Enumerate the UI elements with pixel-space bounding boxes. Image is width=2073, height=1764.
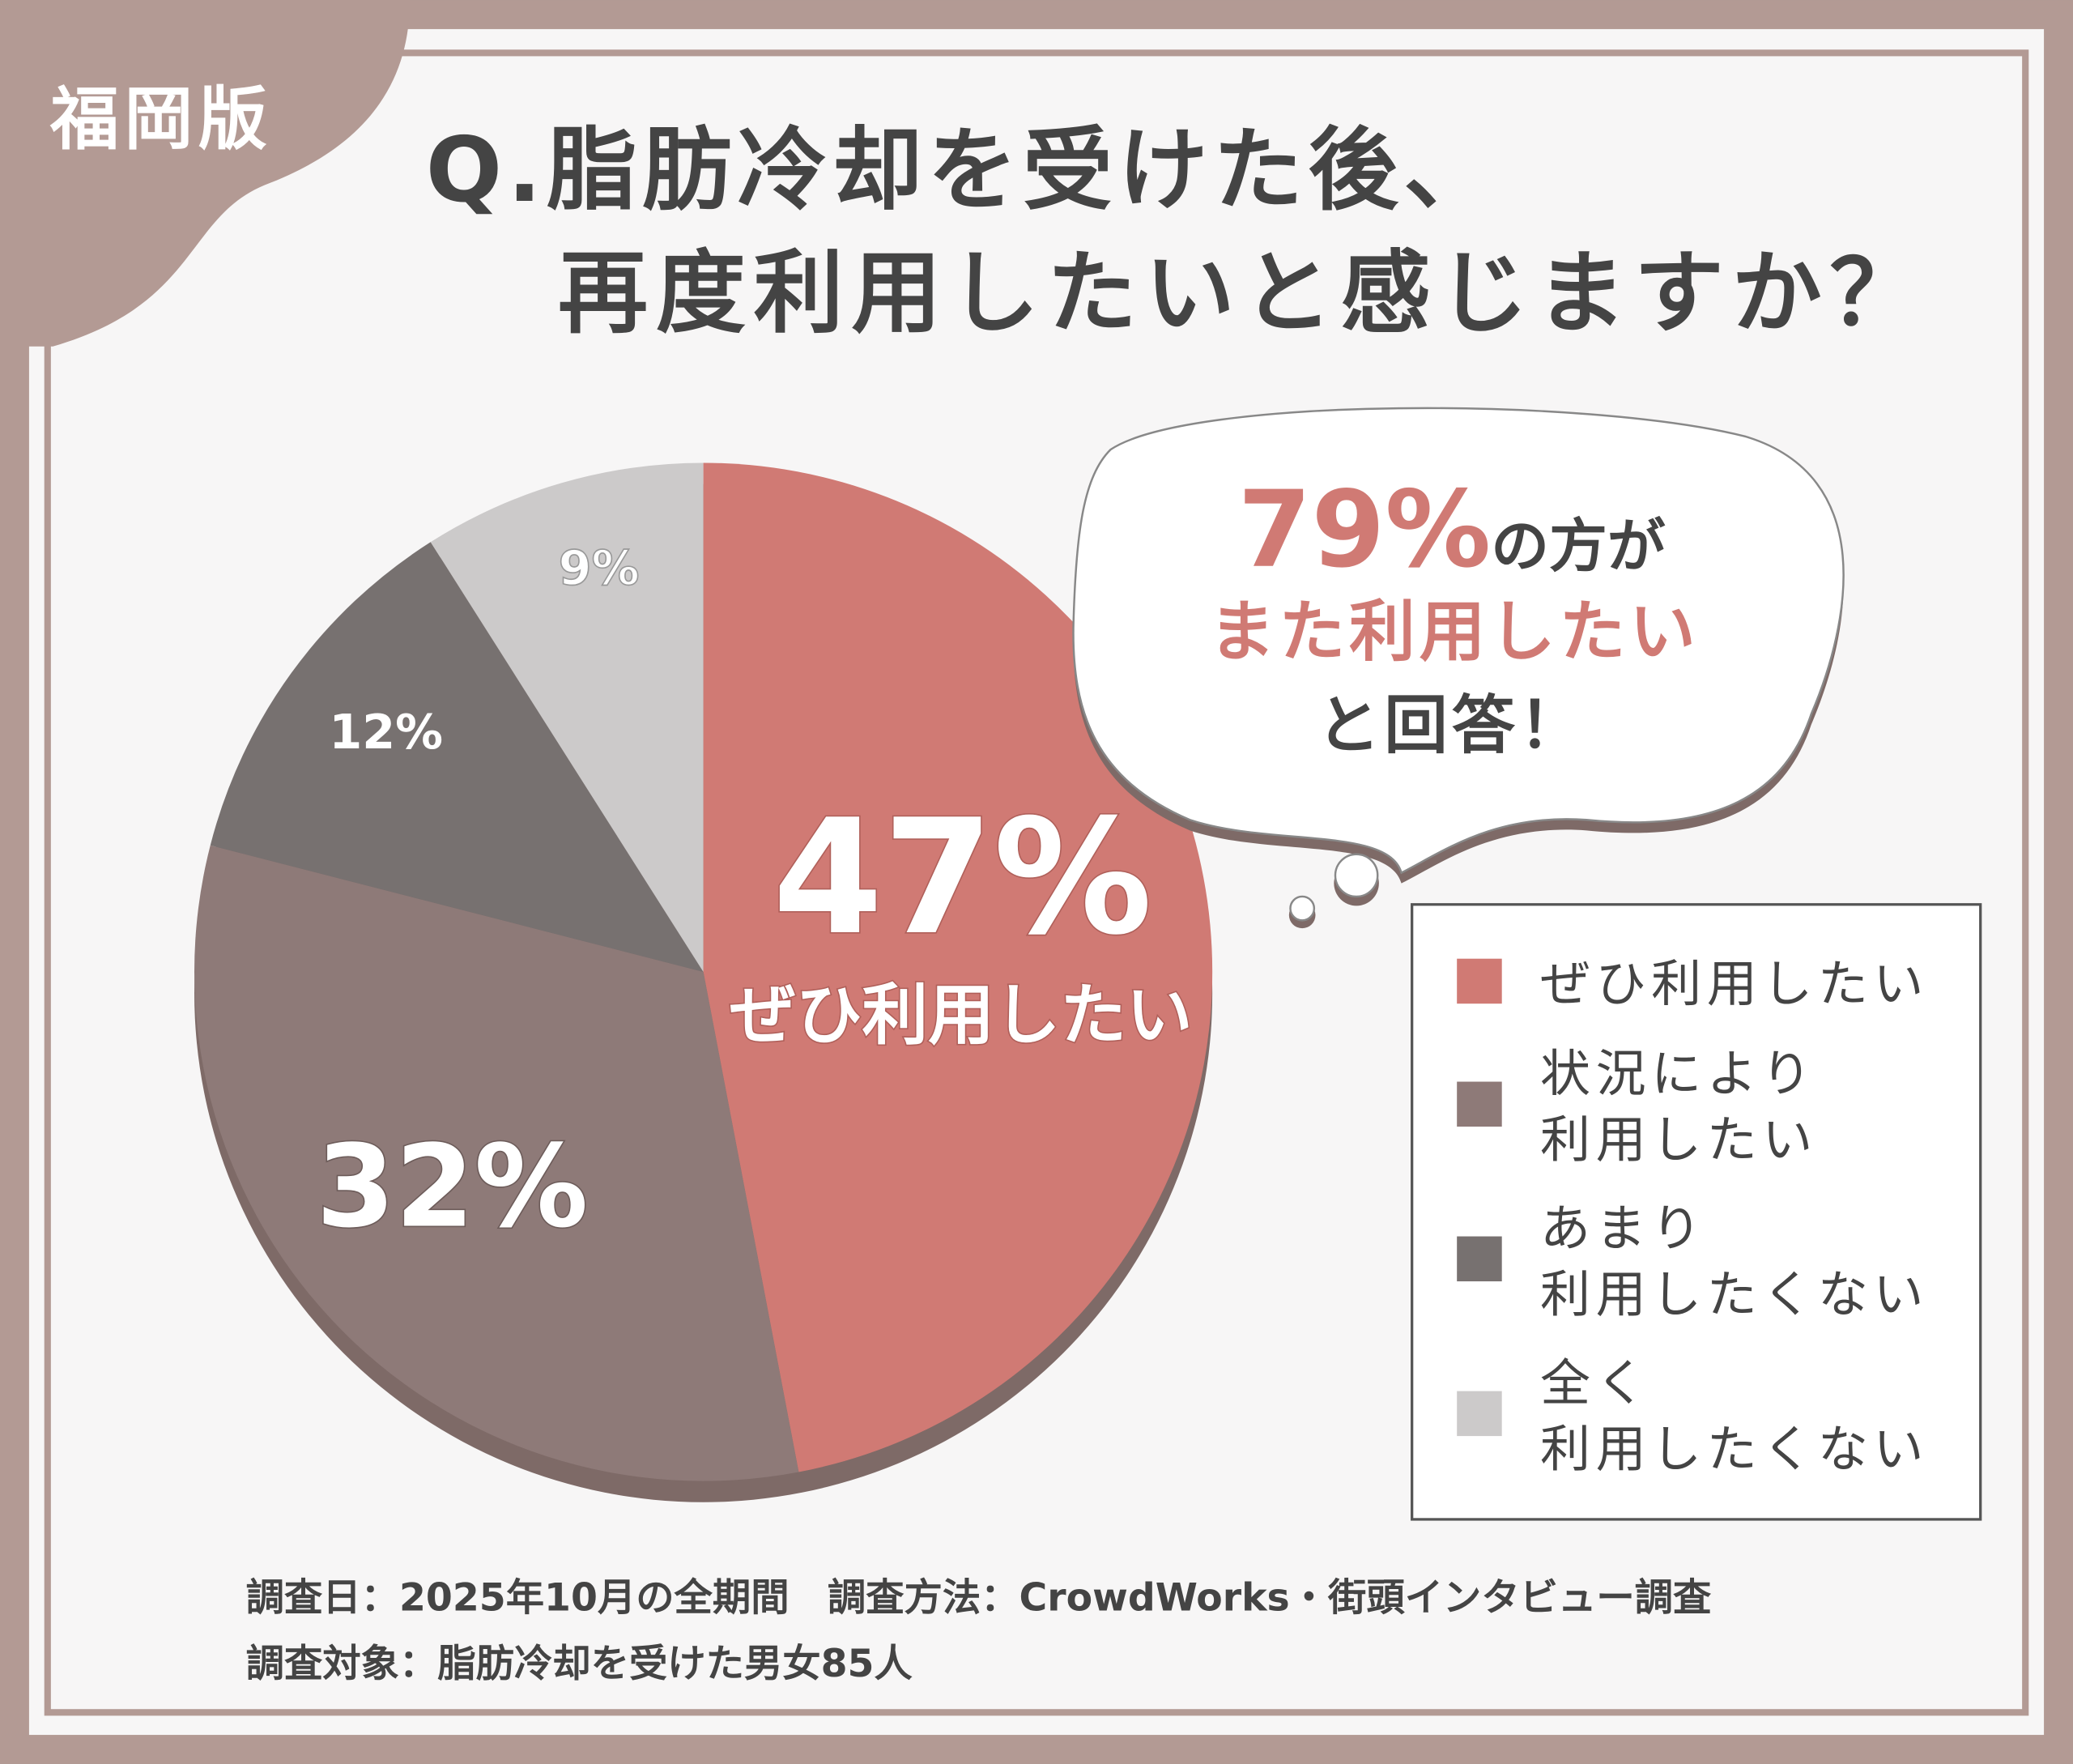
legend-swatch-3 (1457, 1391, 1502, 1437)
legend-label-1a: 状況により (1540, 1044, 1817, 1103)
legend-swatch-1 (1457, 1081, 1502, 1127)
title-line-1: Q.脂肪冷却を受けた後、 (426, 118, 1499, 223)
legend-label-2a: あまり (1540, 1199, 1707, 1258)
callout-line-2: また利用したい (1209, 594, 1700, 671)
legend-label-0: ぜひ利用したい (1540, 954, 1929, 1013)
legend-swatch-0 (1457, 958, 1502, 1004)
inner-border (44, 49, 2029, 1716)
badge-shape (0, 0, 411, 347)
thought-bubble (1072, 407, 1845, 929)
title-line-2: 再度利用したいと感じますか？ (558, 241, 1927, 346)
pie-slice-3 (430, 462, 704, 973)
legend: ぜひ利用したい 状況により 利用したい あまり 利用したくない 全く 利用したく… (1411, 903, 1982, 1521)
slice-inner-label: ぜひ利用したい (730, 978, 1192, 1055)
callout-line-3: と回答！ (1317, 688, 1586, 762)
pie-slice-1 (194, 845, 799, 1481)
data-label-47: 47% (773, 786, 1152, 970)
data-label-9: 9% (559, 540, 640, 596)
data-label-32: 32% (316, 1121, 588, 1253)
region-badge: 福岡版 (49, 79, 272, 160)
legend-label-3a: 全く (1540, 1353, 1651, 1412)
callout-suffix: の方が (1491, 512, 1666, 580)
legend-label-3b: 利用したくない (1540, 1420, 1929, 1479)
legend-label-2b: 利用したくない (1540, 1265, 1929, 1324)
footer-line-1: 調査日：2025年10月の全期間 調査方法：CrowdWorks・街頭インタビュ… (246, 1576, 1712, 1621)
legend-swatch-2 (1457, 1236, 1502, 1282)
callout-line-1: 79%の方が (1238, 468, 1666, 591)
footer-line-2: 調査対象：脂肪冷却を受けた男女85人 (246, 1642, 913, 1686)
pie-slice-2 (210, 542, 704, 973)
callout-percent: 79% (1238, 468, 1492, 591)
legend-label-1b: 利用したい (1540, 1110, 1818, 1170)
data-label-12: 12% (329, 704, 443, 760)
